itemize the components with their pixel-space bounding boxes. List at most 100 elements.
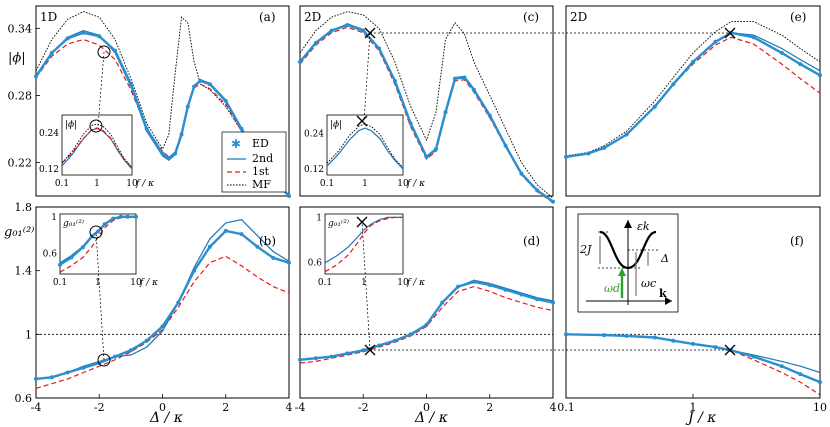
panel-f-xtick-label: 10 <box>813 401 827 414</box>
panel-d-ed-point <box>377 343 382 348</box>
dispersion-diagram: εk 2J Δ ωd ωc k <box>577 213 679 313</box>
panel-b-ed-point <box>192 268 197 273</box>
panel-d-ed-point <box>503 287 508 292</box>
panel-e-corner-label: 2D <box>570 10 587 24</box>
panel-c-ed-point <box>519 171 524 176</box>
panel-e-ed-point <box>671 82 676 87</box>
panel-b-inset-ed-point <box>118 214 123 219</box>
panel-c-inset-xtick-label: 0.1 <box>320 179 334 189</box>
panel-a-inset-xtick-label: 10 <box>126 179 138 189</box>
panel-e-1st-line <box>565 36 821 158</box>
panel-b-inset-xtick-label: 1 <box>95 278 101 288</box>
panel-d-ed-point <box>298 357 302 362</box>
panel-e-ed-point <box>602 145 607 150</box>
panel-c-ed-point <box>503 143 508 148</box>
panel-c-frame <box>299 5 554 197</box>
connector-guide-line <box>97 51 105 127</box>
panel-f-ed-point <box>602 333 607 338</box>
working-point-cross <box>364 27 376 39</box>
working-point-cross <box>356 115 368 127</box>
panel-d-inset-xtick-label: 10 <box>397 278 409 288</box>
panel-c-inset-xtick-label: 10 <box>397 179 409 189</box>
panel-a-ed-point <box>97 34 102 39</box>
panel-c-ed-point <box>462 75 467 80</box>
panel-c-ed-point <box>471 87 476 92</box>
panel-e-ed-point <box>779 50 784 55</box>
plot-layer: 0.220.280.340.1 1 100.120.24|ϕ|f / κ0.611.… <box>8 11 827 414</box>
panel-f-ed-point <box>624 333 629 338</box>
panel-a-ytick-label: 0.28 <box>8 89 33 102</box>
panel-e-label: (e) <box>790 10 806 24</box>
panel-b: 0.6 1 1.4 1.8 -4 -2 0 2 4 0.1 1 10 0.6 1 g₀₁⁽²⁾ f / κ <box>15 201 293 414</box>
panel-a-inset-frame <box>61 114 133 176</box>
panel-d-xtick-label: 0 <box>423 401 430 414</box>
panel-a-label: (a) <box>259 10 276 24</box>
panel-b-inset-ytick-label: 1 <box>51 213 57 223</box>
panel-b-xtick-label: -2 <box>94 401 105 414</box>
panel-d-ed-point <box>361 348 366 353</box>
panel-b-inset-ed-point <box>96 229 100 234</box>
panel-a-ed-point <box>49 50 54 55</box>
working-point-cross <box>724 344 736 356</box>
panel-a-ed-point <box>65 36 70 41</box>
panel-e-ed-point <box>818 73 822 78</box>
panel-c-mf-line <box>299 11 554 199</box>
legend-entry-ed: ED <box>252 137 269 150</box>
panel-d-inset-2nd-line <box>324 216 403 264</box>
panel-c-inset-ytick-label: 0.12 <box>304 165 324 175</box>
panel-b-ed-point <box>287 260 291 265</box>
panel-d-inset: 0.1 1 10 0.6 1 g₀₁⁽²⁾ f / κ <box>308 213 425 288</box>
panel-d-ed-point <box>440 300 445 305</box>
panel-a-ed-point <box>113 48 118 53</box>
panel-c-inset-ylabel: |ϕ| <box>330 120 342 130</box>
panel-a-ed-point <box>192 84 197 89</box>
panel-d-ed-point <box>408 332 413 337</box>
panel-d-inset-ytick-label: 1 <box>316 213 322 223</box>
panel-c-corner-label: 2D <box>304 10 321 24</box>
panel-c-inset-2nd-line <box>326 127 404 170</box>
connector-guide-line <box>363 32 371 122</box>
panel-b-ylabel: g₀₁⁽²⁾ <box>4 225 34 240</box>
panel-b-ed-point <box>144 338 149 343</box>
panel-b-xtick-label: 4 <box>286 401 293 414</box>
panel-b-label: (b) <box>259 234 276 248</box>
panel-d-ed-point <box>471 279 476 284</box>
panel-b-ytick-label: 1.8 <box>15 201 33 214</box>
working-point-circle <box>89 119 103 133</box>
panel-f-ed-point <box>652 335 657 340</box>
panel-d-ed-point <box>392 338 397 343</box>
panel-b-inset-1st-line <box>59 216 136 273</box>
panel-d-ed-point <box>519 292 524 297</box>
panel-d-ed-point <box>535 297 540 302</box>
panel-a-ed-point <box>173 151 178 156</box>
panel-c-ed-point <box>424 154 429 159</box>
panel-b-ed-point <box>160 324 165 329</box>
panel-d-xtick-label: 4 <box>550 401 557 414</box>
panel-c-inset-xlabel: f / κ <box>406 179 425 189</box>
panel-b-1st-line <box>35 255 290 389</box>
panel-b-ed-point <box>49 375 54 380</box>
panel-f-ed-line <box>565 333 821 384</box>
panel-b-inset: 0.1 1 10 0.6 1 g₀₁⁽²⁾ f / κ <box>43 213 158 288</box>
panel-a-ed-point <box>207 82 212 87</box>
panel-e-ed-point <box>798 62 803 67</box>
panel-b-inset-ed-point <box>111 216 116 221</box>
panel-a-ed-point <box>166 156 171 160</box>
panel-d-ed-point <box>329 354 334 359</box>
panel-c-inset-mf-line <box>326 123 404 168</box>
panel-b-inset-ed-point <box>80 245 85 250</box>
panel-c-ed-point <box>377 46 382 51</box>
panel-b-xtick-label: 0 <box>159 401 166 414</box>
diagram-k-label: k <box>659 287 667 300</box>
panel-f-ed-point <box>751 354 756 359</box>
panel-c-ed-point <box>408 121 413 126</box>
panel-c-ed-point <box>313 40 318 45</box>
panel-e-ed-point <box>586 151 591 156</box>
panel-c-ed-point <box>453 76 457 81</box>
panel-d-inset-xlabel: f / κ <box>406 278 425 288</box>
panel-d-ed-point <box>487 283 492 287</box>
panel-a-ed-point <box>160 151 165 156</box>
panel-e-frame <box>565 5 821 197</box>
panel-b-ytick-label: 1 <box>25 328 32 341</box>
diagram-omega-c-label: ωc <box>641 277 656 290</box>
